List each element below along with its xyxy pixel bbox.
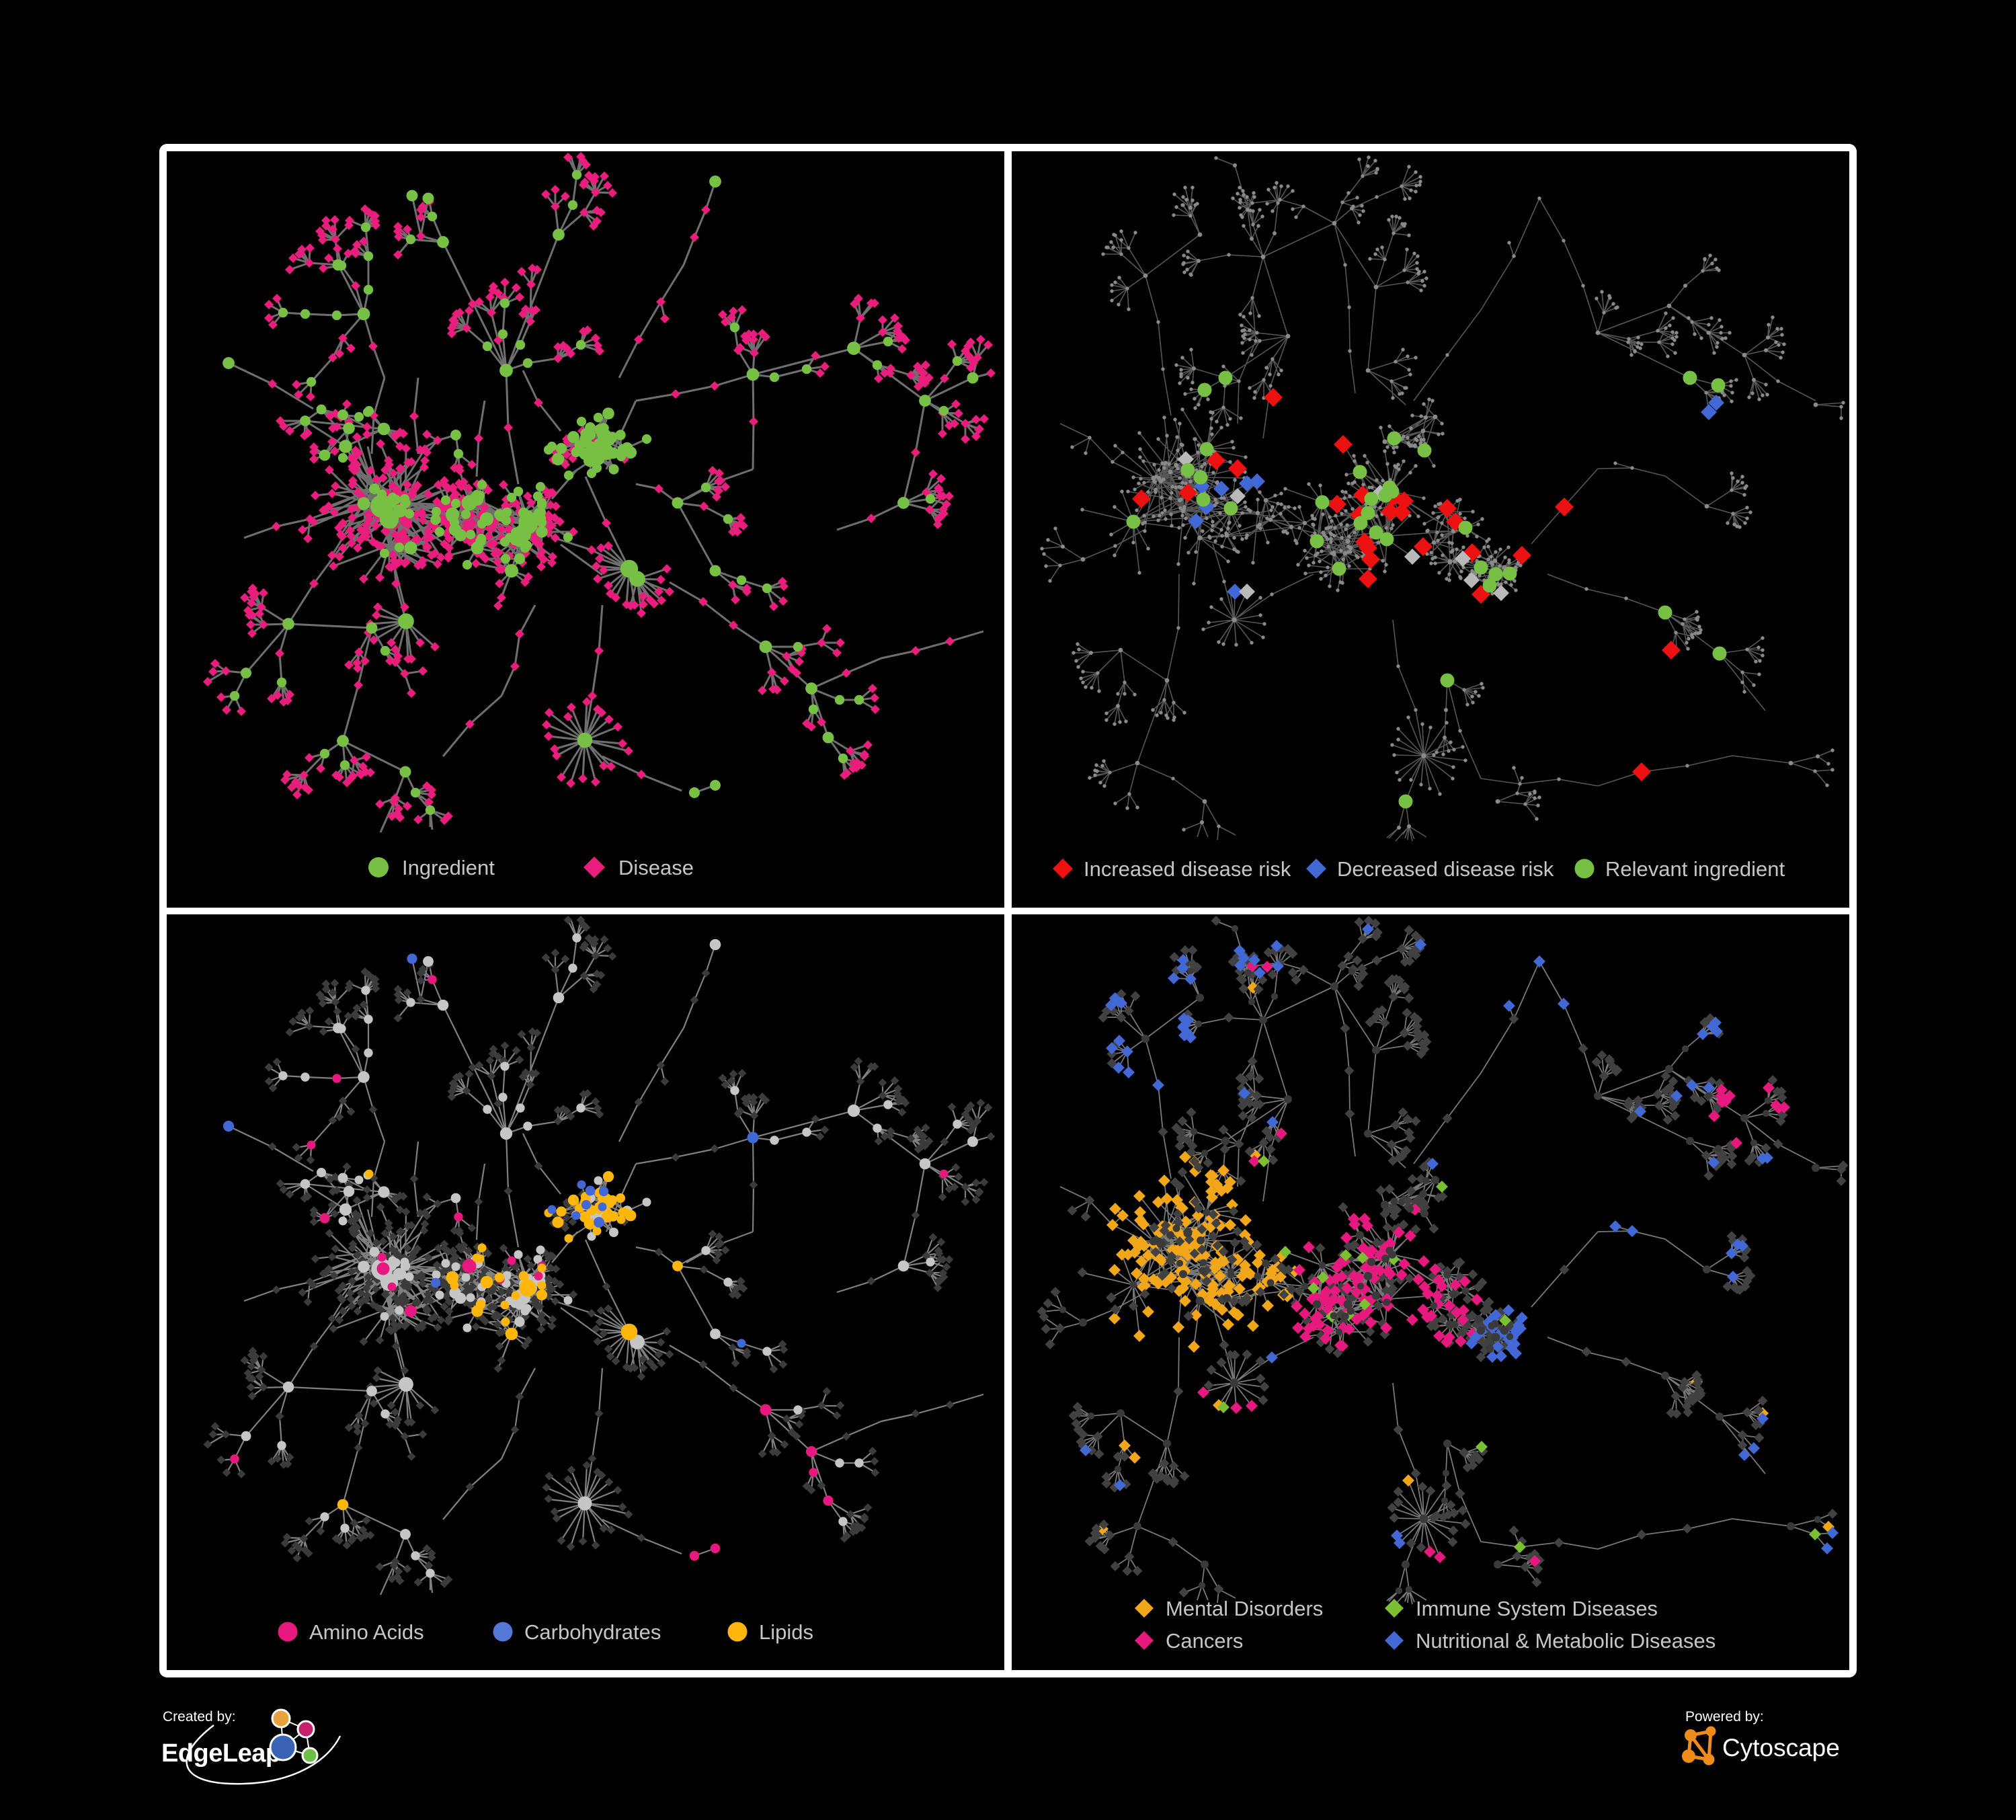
svg-text:Disease: Disease <box>618 856 694 879</box>
svg-text:Powered by:: Powered by: <box>1685 1709 1764 1725</box>
svg-text:Ingredient: Ingredient <box>402 856 495 879</box>
svg-text:Amino Acids: Amino Acids <box>309 1620 424 1644</box>
svg-text:Decreased disease risk: Decreased disease risk <box>1337 857 1554 881</box>
svg-text:Cytoscape: Cytoscape <box>1722 1734 1840 1762</box>
svg-text:Created by:: Created by: <box>163 1709 236 1725</box>
svg-text:Increased disease risk: Increased disease risk <box>1084 857 1291 881</box>
svg-text:Immune System Diseases: Immune System Diseases <box>1416 1597 1658 1620</box>
svg-text:Nutritional & Metabolic Diseas: Nutritional & Metabolic Diseases <box>1416 1629 1716 1653</box>
svg-text:Carbohydrates: Carbohydrates <box>524 1620 661 1644</box>
svg-text:EdgeLeap: EdgeLeap <box>161 1739 281 1768</box>
svg-text:Lipids: Lipids <box>759 1620 813 1644</box>
svg-text:Relevant ingredient: Relevant ingredient <box>1605 857 1785 881</box>
svg-text:Cancers: Cancers <box>1166 1629 1243 1653</box>
svg-text:Mental Disorders: Mental Disorders <box>1166 1597 1323 1620</box>
